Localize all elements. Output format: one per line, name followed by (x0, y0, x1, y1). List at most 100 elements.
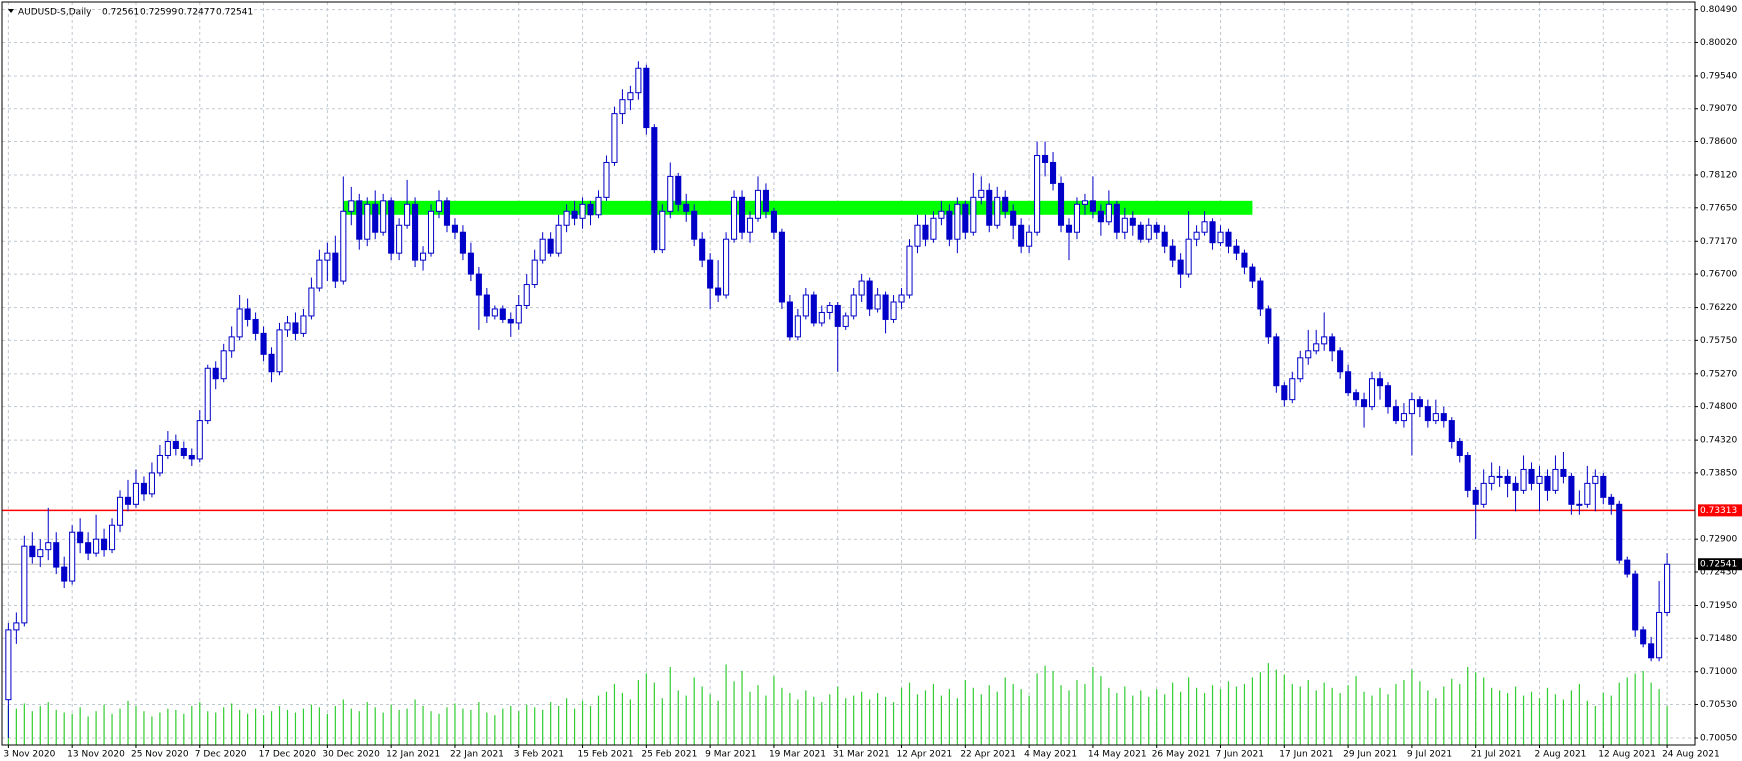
level-label: 0.73313 (1700, 506, 1737, 516)
volume-bar (143, 711, 145, 745)
volume-bar (135, 706, 137, 745)
candle-body (1233, 245, 1240, 254)
volume-bar (350, 708, 352, 745)
candle-body (21, 545, 28, 624)
x-tick-label: 25 Nov 2020 (131, 750, 189, 760)
volume-bar (1156, 689, 1158, 745)
volume-bar (605, 691, 608, 745)
volume-bar (558, 706, 560, 745)
candle-body (723, 238, 730, 296)
volume-bar (1562, 699, 1565, 745)
volume-bar (869, 699, 871, 745)
candle-body (611, 113, 618, 163)
candle-body (707, 259, 714, 289)
volume-bar (1658, 689, 1660, 745)
candle-body (659, 210, 666, 251)
volume-bar (861, 691, 863, 745)
volume-bar (1235, 686, 1238, 745)
candle-body (404, 203, 411, 226)
y-tick-label: 0.71000 (1700, 667, 1737, 677)
candle-body (842, 315, 849, 327)
volume-bar (653, 682, 655, 745)
candle-body (268, 353, 275, 373)
candle-body (29, 545, 36, 558)
x-tick-label: 22 Apr 2021 (960, 750, 1016, 760)
volume-bar (709, 694, 711, 745)
volume-bar (510, 706, 512, 745)
candle-body (962, 203, 969, 233)
volume-bar (1467, 667, 1469, 745)
candle-body (491, 308, 498, 317)
volume-bar (1506, 693, 1509, 745)
candle-body (1026, 231, 1033, 247)
candle-body (1552, 468, 1559, 491)
candle-body (986, 189, 993, 226)
header-open: 0.72561 (102, 8, 139, 18)
candle-body (292, 322, 299, 334)
volume-bar (1538, 698, 1541, 745)
candle-body (220, 350, 227, 380)
candle-body (1281, 385, 1288, 401)
volume-bar (1546, 687, 1549, 745)
volume-bar (1004, 677, 1006, 745)
bid-label-box (1698, 558, 1742, 571)
volume-bar (884, 696, 887, 745)
candle-body (914, 224, 921, 247)
volume-bar (15, 708, 17, 745)
volume-bar (247, 713, 249, 745)
candle-body (300, 315, 307, 334)
x-tick-label: 19 Mar 2021 (769, 750, 826, 760)
candle-body (244, 308, 251, 320)
volume-bar (1427, 690, 1429, 745)
candle-body (1305, 350, 1312, 359)
volume-bar (1028, 695, 1030, 745)
candle-body (228, 336, 235, 352)
candle-body (683, 203, 690, 212)
x-tick-label: 2 Aug 2021 (1534, 750, 1586, 760)
y-tick-label: 0.79540 (1700, 71, 1737, 81)
volume-bar (1012, 683, 1014, 745)
candle-body (1664, 563, 1671, 613)
volume-bar (39, 706, 41, 745)
x-tick-label: 12 Jan 2021 (386, 750, 440, 760)
volume-bar (286, 709, 289, 745)
candle-body (1608, 496, 1615, 505)
volume-bar (677, 690, 679, 745)
volume-bar (845, 698, 847, 745)
candle-body (85, 542, 92, 554)
volume-bar (1283, 674, 1285, 745)
candle-body (1153, 224, 1160, 233)
candle-body (946, 210, 953, 240)
volume-bar (1307, 680, 1309, 745)
volume-bar (821, 702, 823, 745)
volume-bar (1666, 706, 1668, 745)
volume-bar (797, 699, 799, 745)
candle-body (874, 294, 881, 310)
volume-bar (892, 702, 895, 745)
header-low: 0.72477 (178, 8, 215, 18)
volume-bar (1195, 687, 1198, 745)
x-tick-label: 13 Nov 2020 (67, 750, 125, 760)
candle-body (451, 224, 459, 233)
volume-bar (1323, 682, 1325, 745)
volume-bar (326, 713, 328, 745)
volume-bar (1148, 696, 1150, 745)
candle-body (1113, 203, 1120, 233)
header-close: 0.72541 (216, 8, 253, 18)
volume-bar (613, 683, 616, 745)
candle-body (475, 273, 482, 296)
volume-bar (693, 677, 695, 745)
volume-bar (597, 695, 600, 745)
volume-bar (1267, 663, 1269, 745)
volume-bar (462, 708, 464, 745)
candle-body (53, 542, 60, 568)
volume-bar (1395, 683, 1397, 745)
volume-bar (924, 690, 927, 745)
volume-bar (183, 713, 185, 745)
candle-body (212, 367, 219, 380)
candle-body (1632, 573, 1639, 631)
candle-body (1018, 224, 1025, 247)
axis-layer: 0.80490 0.80020 0.79540 0.79070 0.78600 0.781… (3, 5, 1742, 760)
candle-body (579, 203, 586, 219)
volume-bar (908, 682, 911, 745)
